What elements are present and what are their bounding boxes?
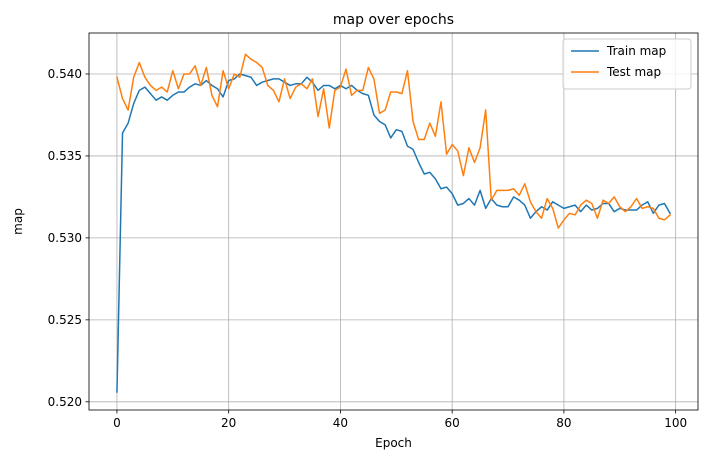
- y-tick-label: 0.540: [48, 67, 82, 81]
- y-axis-title: map: [11, 208, 25, 235]
- x-tick-label: 60: [445, 416, 460, 430]
- x-axis-title: Epoch: [375, 436, 412, 450]
- x-tick-label: 0: [113, 416, 121, 430]
- x-tick-label: 80: [556, 416, 571, 430]
- series-lines: [116, 53, 672, 393]
- plot-area-frame: [88, 32, 699, 411]
- legend: Train map Test map: [562, 38, 692, 90]
- chart-title: map over epochs: [333, 12, 454, 28]
- axis-ticks: 0 20 40 60 80 100 0.520 0.525 0.530 0.535 0.540: [48, 67, 687, 430]
- legend-label: Test map: [606, 65, 661, 79]
- y-tick-label: 0.530: [48, 231, 82, 245]
- y-tick-label: 0.535: [48, 149, 82, 163]
- x-tick-label: 40: [333, 416, 348, 430]
- x-tick-label: 100: [664, 416, 687, 430]
- legend-label: Train map: [606, 44, 666, 58]
- x-tick-label: 20: [221, 416, 236, 430]
- series-line-2: [116, 53, 672, 229]
- y-tick-label: 0.520: [48, 395, 82, 409]
- y-tick-label: 0.525: [48, 313, 82, 327]
